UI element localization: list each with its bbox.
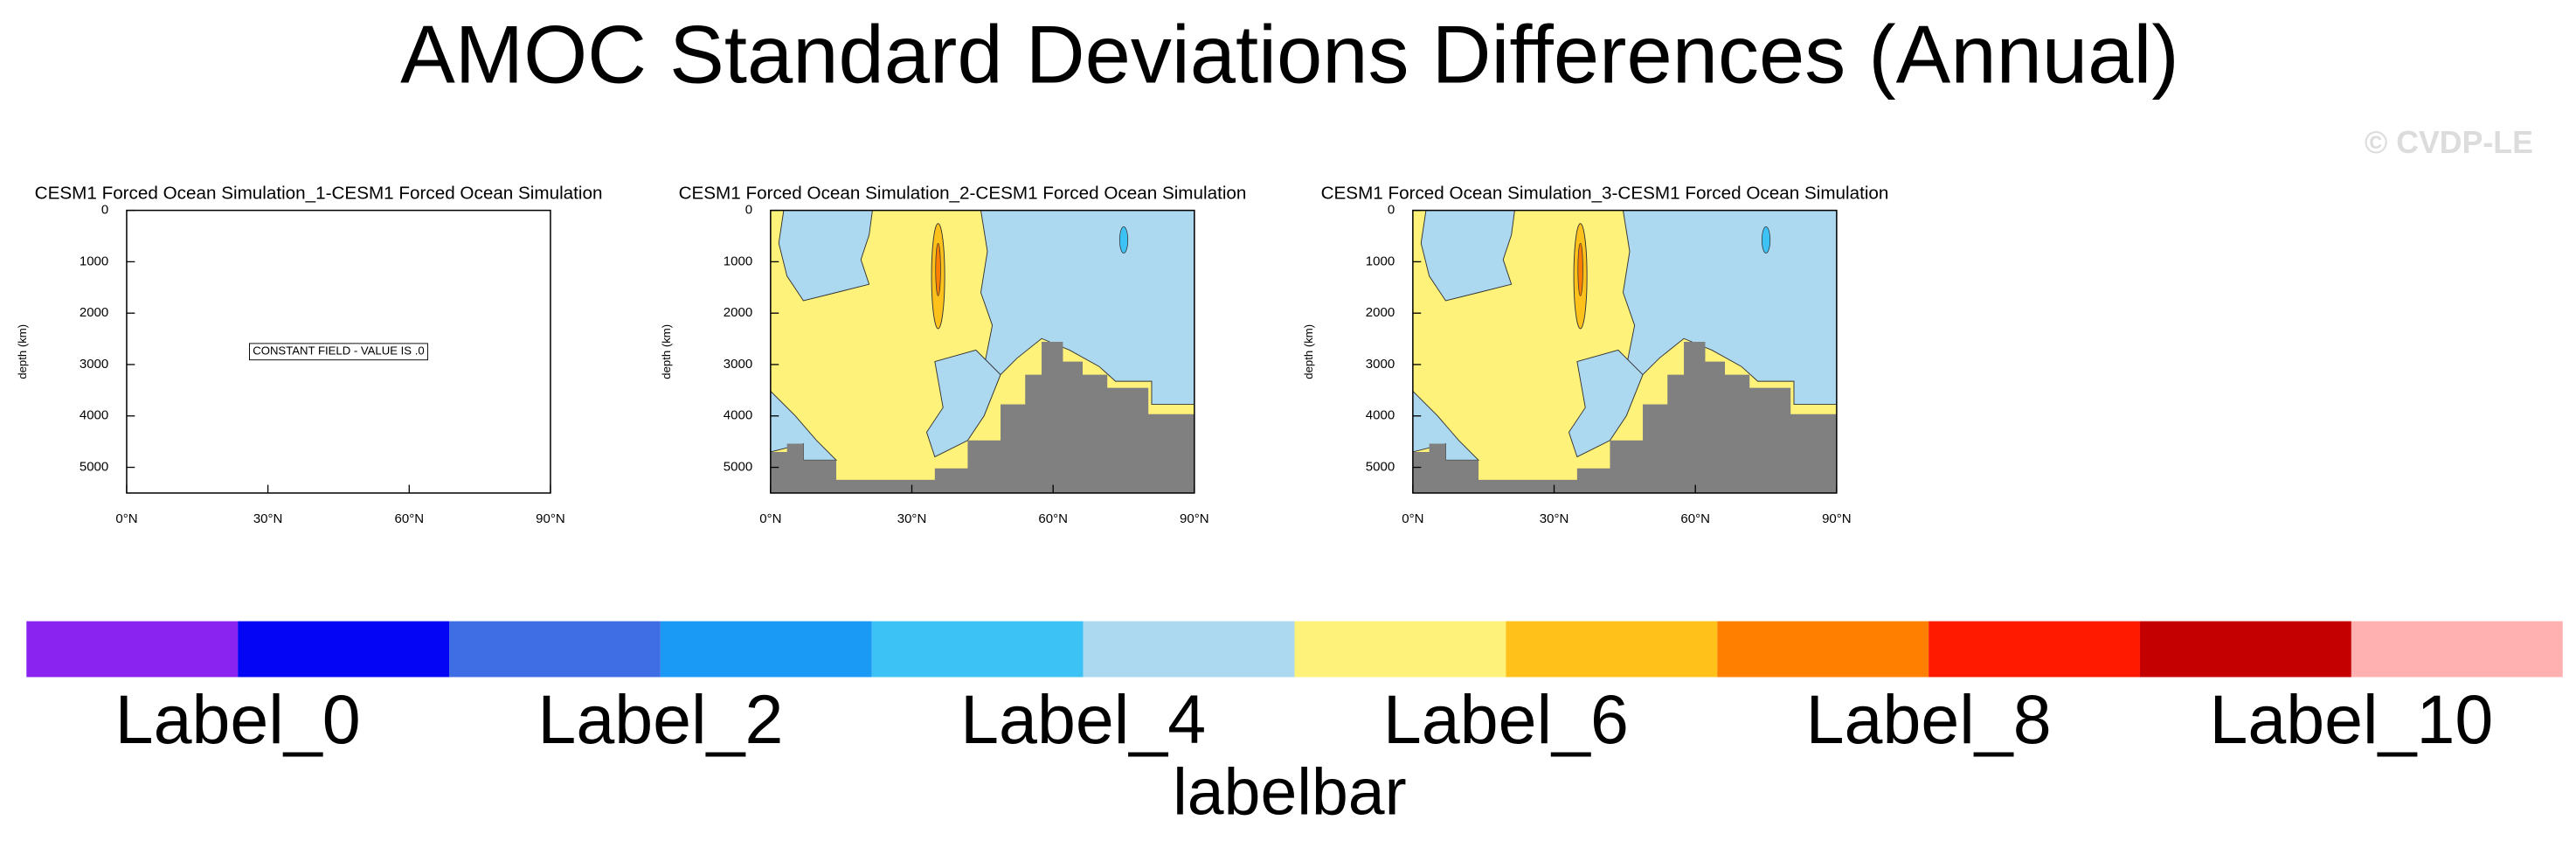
x-tick-label: 90°N	[536, 511, 565, 526]
y-tick-label: 3000	[80, 357, 108, 372]
labelbar-box	[660, 621, 872, 678]
y-tick-label: 5000	[724, 460, 752, 475]
y-tick-label: 1000	[80, 254, 108, 268]
labelbar-box	[2351, 621, 2563, 678]
plot-frame	[1412, 209, 1838, 494]
y-axis-label: depth (km)	[16, 324, 29, 379]
y-tick-label: 4000	[1366, 408, 1395, 423]
y-axis-label: depth (km)	[660, 324, 673, 379]
panel: CESM1 Forced Ocean Simulation_2-CESM1 Fo…	[660, 183, 1247, 526]
labelbar-box	[2140, 621, 2351, 678]
labelbar-box	[1294, 621, 1506, 678]
labelbar-label: Label_8	[1806, 681, 2052, 758]
y-tick-label: 5000	[1366, 460, 1395, 475]
y-tick-label: 4000	[80, 408, 108, 423]
labelbar-box	[871, 621, 1084, 678]
plot-frame	[126, 209, 551, 494]
y-tick-label: 3000	[724, 357, 752, 372]
y-tick-label: 2000	[724, 305, 752, 320]
x-tick-label: 60°N	[1038, 511, 1068, 526]
x-tick-label: 0°N	[759, 511, 781, 526]
x-tick-label: 90°N	[1180, 511, 1209, 526]
labelbar-label: Label_6	[1383, 681, 1629, 758]
x-tick-label: 30°N	[897, 511, 927, 526]
y-tick-label: 2000	[1366, 305, 1395, 320]
contour-field	[769, 209, 1195, 494]
labelbar-box	[1083, 621, 1295, 678]
y-tick-label: 0	[101, 203, 108, 218]
labelbar-box	[1506, 621, 1718, 678]
panel-title: CESM1 Forced Ocean Simulation_1-CESM1 Fo…	[35, 183, 603, 203]
y-tick-label: 0	[1388, 203, 1395, 218]
annotation: CONSTANT FIELD - VALUE IS .0	[253, 344, 424, 358]
labelbar-title: labelbar	[1173, 755, 1407, 829]
annotation-box	[249, 343, 428, 361]
labelbar-box	[26, 621, 239, 678]
labelbar-label: Label_2	[537, 681, 783, 758]
watermark: © CVDP-LE	[2365, 125, 2533, 160]
labelbar-box	[238, 621, 450, 678]
x-tick-label: 30°N	[253, 511, 283, 526]
y-tick-label: 5000	[80, 460, 108, 475]
labelbar-box	[1929, 621, 2141, 678]
labelbar-label: Label_0	[115, 681, 361, 758]
y-axis-label: depth (km)	[1302, 324, 1315, 379]
y-tick-label: 1000	[724, 254, 752, 268]
figure-title: AMOC Standard Deviations Differences (An…	[400, 8, 2179, 100]
contour-field	[1411, 209, 1838, 494]
x-tick-label: 90°N	[1822, 511, 1852, 526]
labelbar-label: Label_10	[2209, 681, 2493, 758]
y-tick-label: 2000	[80, 305, 108, 320]
labelbar-label: Label_4	[960, 681, 1206, 758]
plot-frame	[770, 209, 1195, 494]
y-tick-label: 3000	[1366, 357, 1395, 372]
x-tick-label: 60°N	[1680, 511, 1710, 526]
x-tick-label: 0°N	[115, 511, 137, 526]
x-tick-label: 60°N	[395, 511, 425, 526]
panel: CESM1 Forced Ocean Simulation_3-CESM1 Fo…	[1302, 183, 1889, 526]
labelbar-box	[449, 621, 661, 678]
panel-title: CESM1 Forced Ocean Simulation_3-CESM1 Fo…	[1321, 183, 1889, 203]
labelbar-box	[1717, 621, 1929, 678]
y-tick-label: 1000	[1366, 254, 1395, 268]
panel-title: CESM1 Forced Ocean Simulation_2-CESM1 Fo…	[679, 183, 1247, 203]
y-tick-label: 0	[745, 203, 752, 218]
x-tick-label: 0°N	[1402, 511, 1423, 526]
panel: CESM1 Forced Ocean Simulation_1-CESM1 Fo…	[16, 183, 603, 526]
x-tick-label: 30°N	[1540, 511, 1569, 526]
y-tick-label: 4000	[724, 408, 752, 423]
